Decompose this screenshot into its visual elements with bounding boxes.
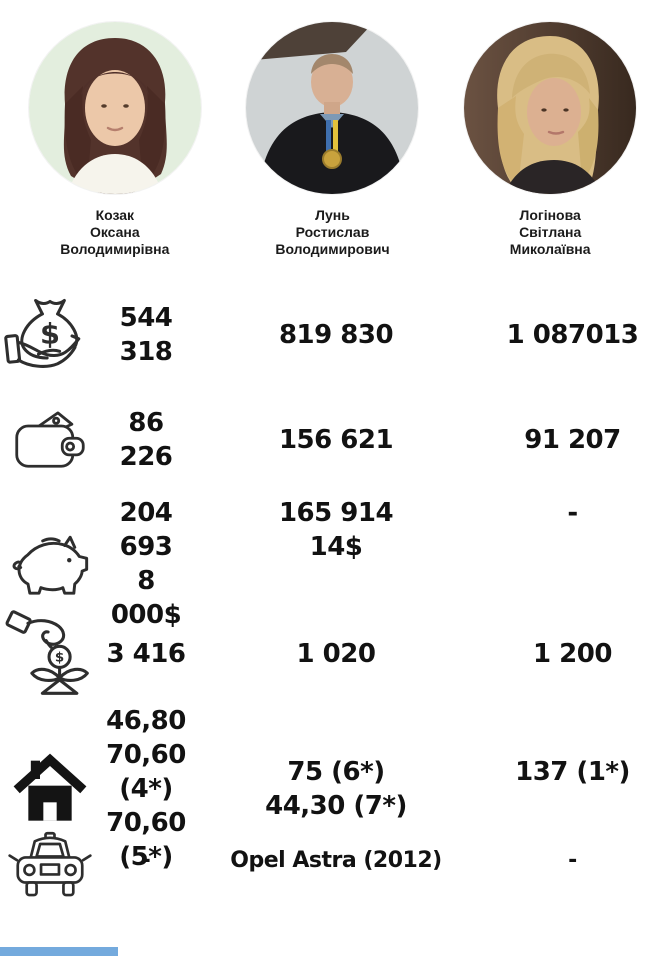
estate-kozak: 46,80 70,60 (4*) 70,60 (5*) [106, 706, 186, 872]
money-bag-icon: $ [0, 282, 100, 388]
investment-lun: 1 020 [296, 639, 376, 669]
estate-lohinova: 137 (1*) [515, 757, 630, 787]
person-card-kozak: Козак Оксана Володимирівна [6, 22, 224, 258]
car-kozak: - [141, 848, 151, 873]
income-kozak: 544 318 [119, 303, 173, 367]
investment-lohinova: 1 200 [533, 639, 612, 669]
row-investment: $ 3 416 1 020 1 200 [0, 604, 665, 704]
name-line: Лунь [315, 207, 350, 223]
savings-kozak: 204 693 8 000$ [110, 498, 182, 630]
svg-text:$: $ [55, 651, 64, 666]
person-name-lohinova: Логінова Світлана Миколаївна [510, 207, 591, 258]
person-card-lohinova: Логінова Світлана Миколаївна [441, 22, 659, 258]
bottom-accent-bar [0, 947, 118, 956]
investment-kozak: 3 416 [106, 639, 186, 669]
wallet-lohinova: 91 207 [524, 425, 621, 455]
person-card-lun: Лунь Ростислав Володимирович [224, 22, 442, 258]
row-car: - Opel Astra (2012) - [0, 816, 665, 906]
car-lohinova: - [568, 848, 577, 873]
row-savings: 204 693 8 000$ 165 914 14$ - [0, 492, 665, 630]
car-icon [0, 816, 100, 906]
name-line: Ростислав [295, 224, 370, 240]
portrait-woman-1 [28, 22, 201, 194]
avatar-photo-kozak [28, 22, 201, 194]
people-header: Козак Оксана Володимирівна [0, 0, 665, 258]
person-name-lun: Лунь Ростислав Володимирович [275, 207, 389, 258]
person-name-kozak: Козак Оксана Володимирівна [60, 207, 169, 258]
piggy-bank-icon [0, 492, 100, 632]
row-income: $ 544 318 819 830 1 087013 [0, 282, 665, 388]
name-line: Логінова [519, 207, 581, 223]
house-icon [0, 704, 100, 874]
wallet-kozak: 86 226 [119, 408, 173, 472]
portrait-man-judge [246, 22, 419, 194]
seedling-coin-icon: $ [0, 604, 100, 704]
wallet-lun: 156 621 [278, 425, 394, 455]
income-lun: 819 830 [278, 320, 394, 350]
avatar-photo-lohinova [464, 22, 637, 194]
svg-text:$: $ [40, 317, 60, 351]
row-wallet: 86 226 156 621 91 207 [0, 388, 665, 492]
savings-lun: 165 914 14$ [278, 498, 394, 562]
estate-lun: 75 (6*) 44,30 (7*) [265, 757, 407, 821]
avatar-photo-lun [246, 22, 419, 194]
wallet-icon [0, 388, 100, 492]
name-line: Миколаївна [509, 241, 591, 257]
name-line: Володимирівна [60, 241, 170, 257]
name-line: Світлана [519, 224, 582, 240]
row-real-estate: 46,80 70,60 (4*) 70,60 (5*) 75 (6*) 44,3… [0, 704, 665, 872]
car-lun: Opel Astra (2012) [230, 848, 442, 873]
comparison-table: $ 544 318 819 830 1 087013 [0, 282, 665, 906]
income-lohinova: 1 087013 [506, 320, 639, 350]
name-line: Оксана [89, 224, 140, 240]
savings-lohinova: - [567, 498, 578, 528]
name-line: Володимирович [275, 241, 390, 257]
portrait-woman-2 [464, 22, 637, 194]
name-line: Козак [95, 207, 135, 223]
